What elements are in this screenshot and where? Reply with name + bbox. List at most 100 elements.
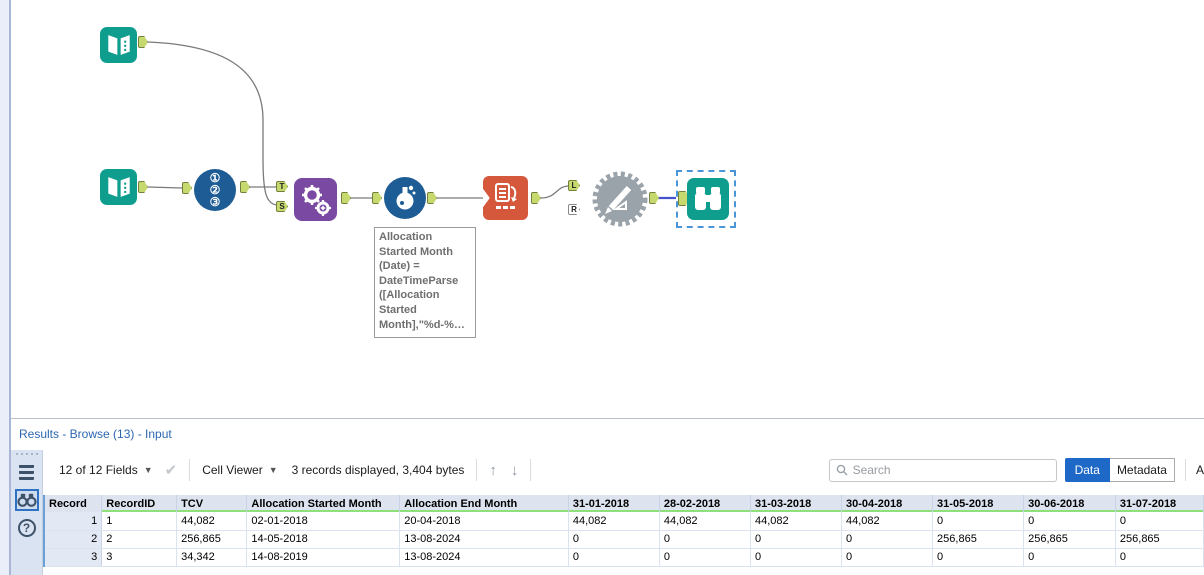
macro-right-anchor[interactable]: R (568, 204, 580, 215)
column-header[interactable]: Record (44, 495, 103, 512)
append-source-anchor[interactable]: S (276, 201, 288, 212)
data-cell[interactable]: 14-05-2018 (246, 530, 401, 549)
macro-left-anchor[interactable]: L (568, 180, 580, 191)
formula-annotation[interactable]: Allocation Started Month (Date) = DateTimeP… (374, 227, 476, 338)
data-cell[interactable]: 44,082 (750, 512, 843, 531)
tool-input-data-2[interactable] (100, 169, 137, 205)
chevron-down-icon[interactable]: ▼ (268, 465, 278, 475)
data-cell[interactable]: 0 (1023, 548, 1116, 567)
output-anchor[interactable] (138, 181, 148, 193)
search-input[interactable]: Search (828, 458, 1057, 482)
column-header[interactable]: 31-01-2018 (568, 495, 660, 512)
data-cell[interactable]: 0 (1115, 548, 1204, 567)
scroll-up-button[interactable]: ↑ (489, 461, 497, 479)
data-cell[interactable]: 3 (101, 548, 178, 567)
column-header[interactable]: TCV (176, 495, 248, 512)
apply-check-icon[interactable]: ✔ (164, 462, 178, 479)
data-cell[interactable]: 0 (659, 530, 751, 549)
data-cell[interactable]: 44,082 (568, 512, 660, 531)
input-anchor[interactable] (372, 192, 382, 204)
transpose-icon (494, 183, 517, 209)
append-fields-gears-icon (301, 184, 331, 216)
row-number-cell[interactable]: 1 (44, 512, 103, 531)
data-cell[interactable]: 256,865 (932, 530, 1025, 549)
tool-append-fields[interactable] (294, 178, 337, 221)
column-header[interactable]: Allocation End Month (399, 495, 569, 512)
metadata-tab-button[interactable]: Metadata (1109, 458, 1175, 482)
data-cell[interactable]: 0 (750, 530, 843, 549)
sidebar-drag-handle[interactable] (11, 453, 42, 455)
row-number-cell[interactable]: 3 (44, 548, 103, 567)
input-data-icon (107, 35, 130, 55)
data-cell[interactable]: 0 (568, 548, 660, 567)
column-header[interactable]: 31-03-2018 (750, 495, 843, 512)
data-cell[interactable]: 0 (841, 530, 934, 549)
output-anchor[interactable] (531, 192, 541, 204)
macro-cog-pencil-icon (592, 171, 648, 227)
data-cell[interactable]: 13-08-2024 (399, 530, 569, 549)
table-row: 1 1 44,082 02-01-2018 20-04-2018 44,082 44,082… (44, 512, 1204, 531)
connection-input1-append-s[interactable] (147, 41, 278, 206)
actions-label-clipped[interactable]: A (1195, 463, 1204, 477)
column-header[interactable]: RecordID (101, 495, 178, 512)
data-tab-button[interactable]: Data (1064, 458, 1110, 482)
divider (189, 459, 191, 481)
input-anchor[interactable] (182, 182, 192, 194)
data-cell[interactable]: 2 (101, 530, 178, 549)
data-cell[interactable]: 0 (568, 530, 660, 549)
tool-input-data-1[interactable] (100, 27, 137, 63)
output-anchor[interactable] (341, 192, 351, 204)
output-anchor[interactable] (427, 192, 437, 204)
tool-macro[interactable] (592, 171, 648, 227)
data-cell[interactable]: 256,865 (1023, 530, 1116, 549)
data-cell[interactable]: 20-04-2018 (399, 512, 569, 531)
data-cell[interactable]: 0 (1115, 512, 1204, 531)
data-cell[interactable]: 13-08-2024 (399, 548, 569, 567)
data-cell[interactable]: 44,082 (176, 512, 248, 531)
table-layout-button[interactable] (15, 461, 39, 483)
data-cell[interactable]: 0 (659, 548, 751, 567)
cell-viewer-dropdown[interactable]: Cell Viewer (202, 463, 263, 477)
column-header[interactable]: 31-07-2018 (1115, 495, 1204, 512)
scroll-down-button[interactable]: ↓ (510, 461, 519, 479)
tool-browse[interactable] (687, 178, 729, 220)
column-header[interactable]: 30-04-2018 (841, 495, 934, 512)
results-panel-title: Results - Browse (13) - Input (19, 427, 172, 441)
data-cell[interactable]: 0 (932, 512, 1025, 531)
output-anchor[interactable] (240, 181, 250, 193)
search-placeholder: Search (852, 463, 891, 477)
column-header[interactable]: Allocation Started Month (246, 495, 401, 512)
data-cell[interactable]: 0 (750, 548, 843, 567)
append-target-anchor[interactable]: T (276, 181, 288, 192)
column-header[interactable]: 28-02-2018 (659, 495, 751, 512)
data-cell[interactable]: 34,342 (176, 548, 248, 567)
results-table: Record RecordID TCV Allocation Started Mont… (43, 495, 1204, 567)
connection-transpose-macro-l[interactable] (540, 185, 570, 199)
help-button[interactable]: ? (17, 519, 36, 537)
row-number-cell[interactable]: 2 (44, 530, 103, 549)
data-cell[interactable]: 1 (101, 512, 178, 531)
window-edge-line (9, 0, 11, 575)
fields-dropdown[interactable]: 12 of 12 Fields (59, 463, 138, 477)
data-cell[interactable]: 02-01-2018 (246, 512, 401, 531)
output-anchor[interactable] (138, 36, 148, 48)
chevron-down-icon[interactable]: ▼ (143, 465, 153, 475)
tool-transpose[interactable] (483, 176, 528, 220)
column-header[interactable]: 31-05-2018 (932, 495, 1025, 512)
data-cell[interactable]: 0 (1023, 512, 1116, 531)
browse-view-button[interactable] (14, 489, 39, 511)
tool-formula[interactable] (384, 177, 426, 219)
output-anchor[interactable] (649, 192, 659, 204)
data-cell[interactable]: 0 (841, 548, 934, 567)
browse-binoculars-icon (695, 187, 721, 210)
data-cell[interactable]: 256,865 (176, 530, 248, 549)
data-cell[interactable]: 14-08-2019 (246, 548, 401, 567)
column-header[interactable]: 30-06-2018 (1023, 495, 1116, 512)
data-cell[interactable]: 44,082 (841, 512, 934, 531)
data-cell[interactable]: 44,082 (659, 512, 751, 531)
data-cell[interactable]: 0 (932, 548, 1025, 567)
connection-input2-recordid[interactable] (147, 186, 183, 189)
data-cell[interactable]: 256,865 (1115, 530, 1204, 549)
